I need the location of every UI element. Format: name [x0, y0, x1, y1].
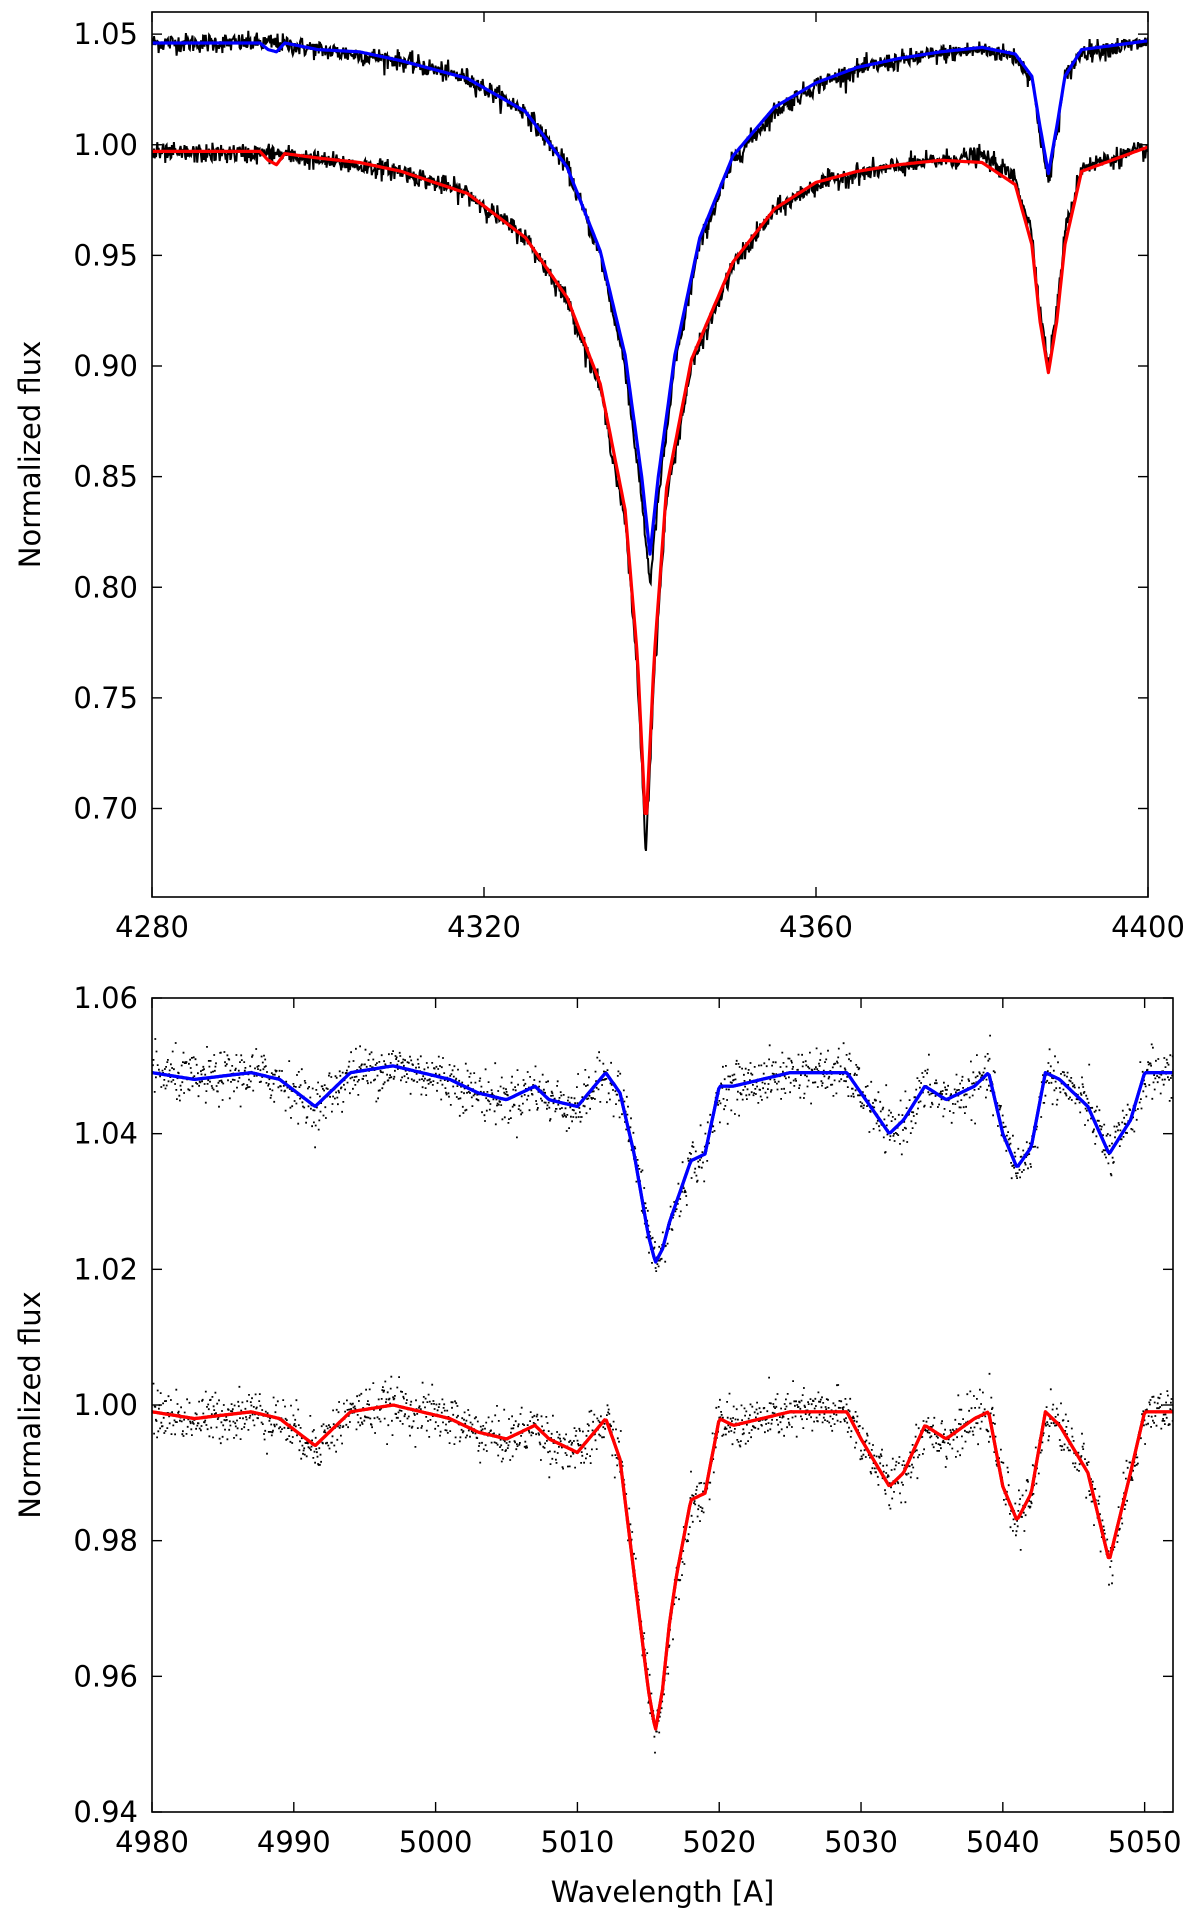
x-tick-label: 5020	[682, 1825, 756, 1859]
y-tick-label: 0.85	[73, 460, 138, 494]
observed-points	[152, 1372, 1173, 1754]
top-panel-halpha-region: 4280 4320 4360 4400 0.70 0.75 0.80 0.85 0.90 0.95…	[13, 11, 1185, 944]
y-tick-label: 1.02	[73, 1252, 138, 1286]
axes-frame	[151, 11, 1149, 898]
x-axis-label: Wavelength [A]	[551, 1875, 775, 1909]
x-tick-label: 5050	[1108, 1825, 1182, 1859]
x-tick-label: 4360	[779, 910, 853, 944]
x-tick-label: 5040	[966, 1825, 1040, 1859]
bottom-panel-5015-region: 4980 4990 5000 5010 5020 5030 5040 5050 0.94 0.96…	[13, 981, 1182, 1909]
y-tick-label: 0.98	[73, 1524, 138, 1558]
model-series-blue	[152, 39, 1148, 556]
y-tick-label: 1.06	[73, 981, 138, 1015]
y-tick-label: 1.04	[73, 1117, 138, 1151]
x-tick-label: 4990	[257, 1825, 331, 1859]
y-axis-label: Normalized flux	[13, 341, 47, 568]
x-tick-label: 4320	[447, 910, 521, 944]
x-tick-label: 5000	[399, 1825, 473, 1859]
observed-series	[152, 30, 1148, 587]
x-tick-label: 4400	[1111, 910, 1185, 944]
y-tick-label: 0.70	[73, 792, 138, 826]
y-tick-label: 0.90	[73, 349, 138, 383]
observed-points	[152, 1034, 1173, 1272]
plot-area	[152, 1034, 1173, 1754]
y-tick-label: 1.00	[73, 1388, 138, 1422]
y-tick-label: 0.96	[73, 1659, 138, 1693]
plot-area	[152, 30, 1148, 852]
x-tick-label: 4280	[115, 910, 189, 944]
model-series-overlay	[152, 1403, 1173, 1731]
y-tick-label: 0.80	[73, 570, 138, 604]
model-series-red	[152, 145, 1148, 816]
y-tick-label: 0.94	[73, 1795, 138, 1829]
x-tick-label: 5030	[824, 1825, 898, 1859]
x-tick-label: 5010	[541, 1825, 615, 1859]
y-axis-label: Normalized flux	[13, 1291, 47, 1518]
y-tick-label: 0.75	[73, 681, 138, 715]
model-series-overlay	[152, 1064, 1173, 1264]
y-tick-label: 1.00	[73, 128, 138, 162]
y-tick-label: 1.05	[73, 17, 138, 51]
y-tick-label: 0.95	[73, 238, 138, 272]
x-tick-label: 4980	[115, 1825, 189, 1859]
